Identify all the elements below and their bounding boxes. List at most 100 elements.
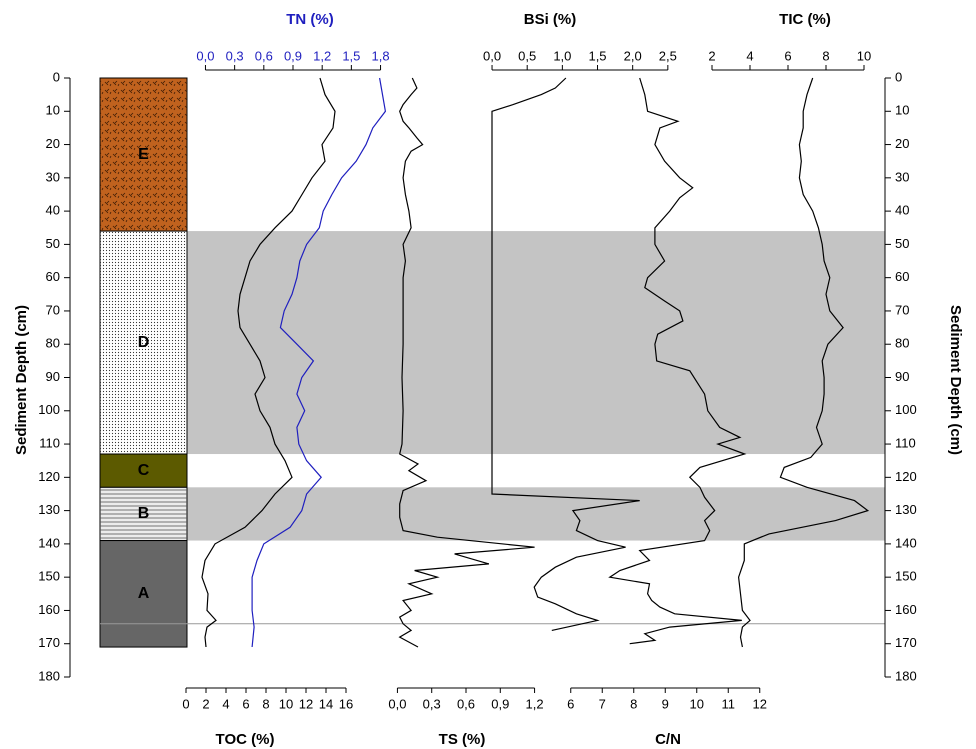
y-tick-label-right: 110: [895, 435, 916, 450]
profile-line: [251, 77, 387, 648]
y-tick-label-right: 0: [895, 69, 902, 84]
x-axis-title: TS (%): [439, 731, 486, 748]
x-tick-label: 12: [299, 696, 313, 711]
x-tick-label: 8: [822, 48, 829, 63]
y-tick-label-right: 50: [895, 236, 909, 251]
profile-line: [737, 77, 870, 648]
x-tick-label: 1,0: [553, 48, 571, 63]
x-tick-label: 8: [630, 696, 637, 711]
y-tick-label: 170: [38, 635, 60, 650]
lithology-pattern: [100, 78, 187, 232]
x-tick-label: 6: [567, 696, 574, 711]
x-axis-title: BSi (%): [524, 11, 577, 28]
x-tick-label: 1,8: [372, 48, 390, 63]
x-tick-label: 0,0: [483, 48, 501, 63]
y-axis-title: Sediment Depth (cm): [13, 305, 30, 455]
y-tick-label: 150: [38, 569, 60, 584]
y-tick-label-right: 170: [895, 635, 917, 650]
y-tick-label-right: 60: [895, 269, 909, 284]
y-tick-label: 40: [46, 203, 60, 218]
x-tick-label: 4: [746, 48, 753, 63]
x-tick-label: 16: [339, 696, 353, 711]
y-tick-label: 110: [39, 435, 60, 450]
y-tick-label: 120: [38, 469, 60, 484]
x-tick-label: 10: [857, 48, 871, 63]
x-tick-label: 6: [242, 696, 249, 711]
x-tick-label: 0,0: [388, 696, 406, 711]
x-tick-label: 9: [662, 696, 669, 711]
unit-label: B: [138, 505, 150, 522]
x-tick-label: 0,5: [518, 48, 536, 63]
shaded-band: [187, 231, 885, 455]
x-tick-label: 0,6: [255, 48, 273, 63]
lithology-unit: [99, 540, 188, 648]
y-tick-label-right: 40: [895, 203, 909, 218]
profile-line: [491, 77, 640, 631]
y-tick-label-right: 180: [895, 668, 917, 683]
y-tick-label: 100: [38, 402, 60, 417]
x-axis-title: TN (%): [286, 11, 334, 28]
y-tick-label-right: 20: [895, 136, 909, 151]
y-tick-label: 50: [46, 236, 60, 251]
x-tick-label: 0,3: [423, 696, 441, 711]
y-tick-label: 80: [46, 336, 60, 351]
x-tick-label: 1,2: [313, 48, 331, 63]
y-tick-label-right: 100: [895, 402, 917, 417]
y-tick-label-right: 80: [895, 336, 909, 351]
unit-label: A: [138, 585, 150, 602]
y-tick-label: 90: [46, 369, 60, 384]
y-tick-label-right: 160: [895, 602, 917, 617]
x-tick-label: 2,5: [659, 48, 677, 63]
lithology-pattern: [100, 487, 187, 541]
x-tick-label: 1,5: [588, 48, 606, 63]
x-tick-label: 2,0: [624, 48, 642, 63]
x-tick-label: 6: [784, 48, 791, 63]
x-tick-label: 11: [722, 696, 736, 711]
lithology-pattern: [100, 231, 187, 455]
y-tick-label-right: 10: [895, 103, 909, 118]
x-tick-label: 0,9: [284, 48, 302, 63]
profile-line: [608, 77, 747, 645]
profile-line: [201, 77, 336, 648]
x-tick-label: 0,0: [196, 48, 214, 63]
x-axis-title: C/N: [655, 731, 681, 748]
x-axis-title: TOC (%): [216, 731, 275, 748]
y-tick-label: 20: [46, 136, 60, 151]
y-tick-label: 180: [38, 668, 60, 683]
x-tick-label: 2: [202, 696, 209, 711]
y-tick-label-right: 120: [895, 469, 917, 484]
x-tick-label: 10: [279, 696, 293, 711]
y-tick-label: 130: [38, 502, 60, 517]
x-tick-label: 10: [690, 696, 704, 711]
x-tick-label: 2: [708, 48, 715, 63]
y-tick-label-right: 130: [895, 502, 917, 517]
x-axis-title: TIC (%): [779, 11, 831, 28]
x-tick-label: 0,6: [457, 696, 475, 711]
unit-label: D: [138, 334, 150, 351]
y-tick-label: 160: [38, 602, 60, 617]
y-tick-label: 70: [46, 302, 60, 317]
y-tick-label-right: 140: [895, 535, 917, 550]
shaded-band: [187, 487, 885, 541]
profile-line: [398, 77, 535, 648]
y-tick-label-right: 70: [895, 302, 909, 317]
unit-label: E: [138, 146, 149, 163]
x-tick-label: 1,2: [526, 696, 544, 711]
x-tick-label: 12: [753, 696, 767, 711]
background-layer: [99, 77, 885, 648]
y-axis-title-right: Sediment Depth (cm): [947, 305, 964, 455]
y-tick-label-right: 30: [895, 169, 909, 184]
y-tick-label: 30: [46, 169, 60, 184]
y-tick-label: 10: [46, 103, 60, 118]
x-tick-label: 7: [599, 696, 606, 711]
x-tick-label: 4: [222, 696, 229, 711]
y-tick-label: 60: [46, 269, 60, 284]
x-tick-label: 0,9: [491, 696, 509, 711]
x-tick-label: 1,5: [342, 48, 360, 63]
y-tick-label-right: 90: [895, 369, 909, 384]
y-tick-label: 140: [38, 535, 60, 550]
x-tick-label: 0: [182, 696, 189, 711]
y-tick-label-right: 150: [895, 569, 917, 584]
